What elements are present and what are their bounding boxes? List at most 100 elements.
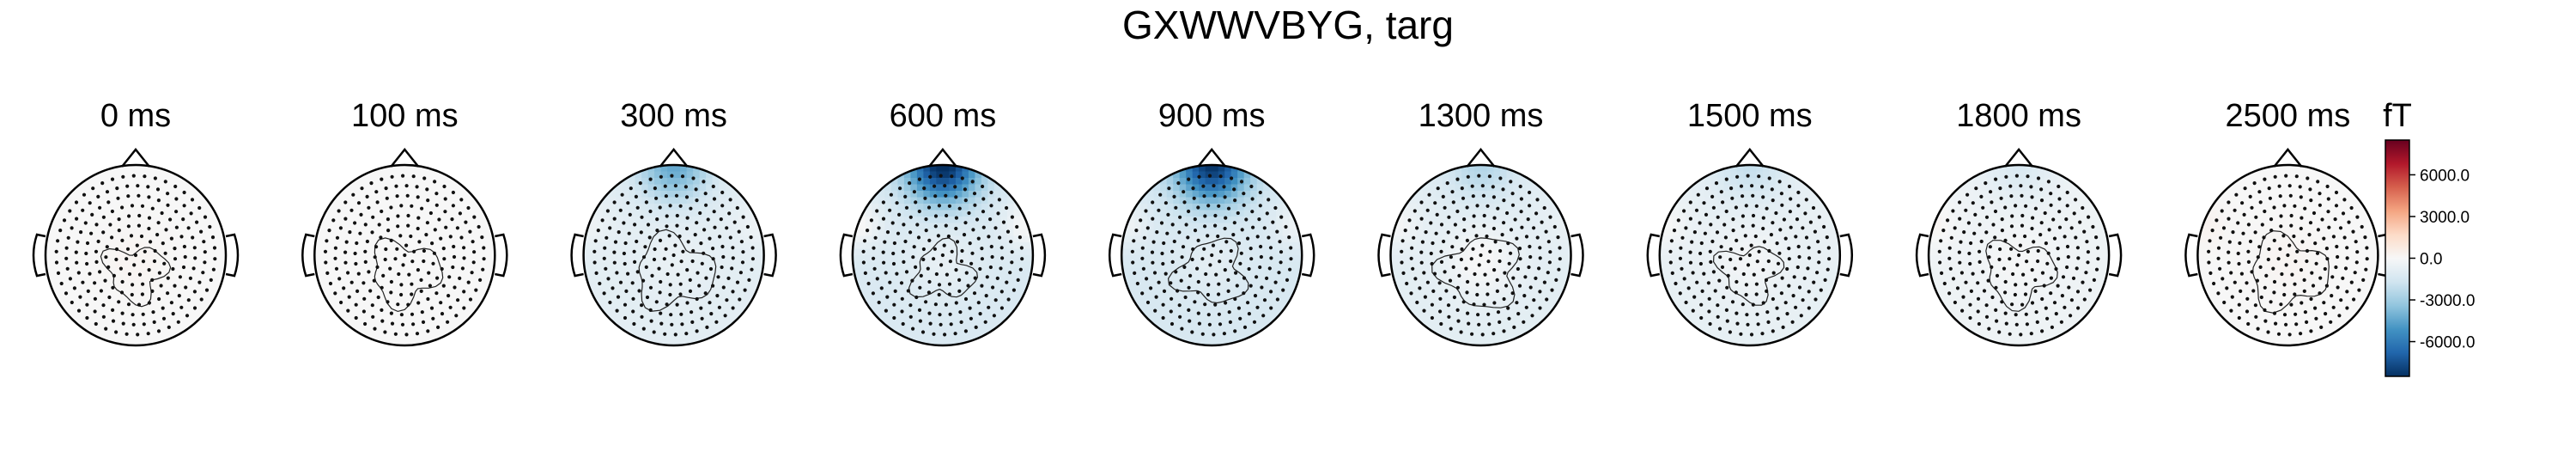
sensor (972, 291, 977, 296)
sensor (1974, 186, 1978, 191)
sensor (416, 195, 420, 199)
sensor (101, 230, 106, 235)
sensor (1811, 205, 1816, 211)
sensor (604, 266, 608, 271)
sensor (1744, 283, 1748, 287)
sensor (875, 209, 879, 213)
sensor (59, 281, 64, 286)
sensor (1425, 280, 1430, 284)
sensor (2318, 192, 2322, 196)
sensor (1455, 308, 1460, 312)
sensor (1242, 325, 1248, 329)
sensor (705, 325, 709, 329)
sensor (655, 217, 659, 222)
sensor (130, 204, 135, 208)
sensor (933, 194, 938, 198)
colorbar-tick-label: -3000.0 (2420, 292, 2475, 310)
sensor (1480, 333, 1485, 337)
sensor (131, 313, 135, 317)
sensor (1745, 313, 1749, 317)
sensor (101, 303, 106, 308)
sensor (2242, 212, 2246, 217)
sensor (1433, 201, 1437, 205)
sensor (137, 223, 141, 228)
sensor (1766, 259, 1771, 264)
sensor (2234, 192, 2239, 197)
sensor (623, 302, 628, 307)
sensor (1182, 190, 1186, 194)
sensor (1509, 180, 1513, 184)
sensor (398, 234, 403, 238)
sensor (1707, 309, 1711, 314)
sensor (399, 204, 404, 208)
sensor (702, 228, 707, 232)
sensor (1135, 281, 1139, 286)
sensor (2075, 246, 2080, 250)
sensor (1528, 204, 1532, 208)
sensor (2309, 329, 2313, 333)
sensor (380, 319, 385, 323)
sensor (2067, 285, 2071, 290)
sensor (1719, 190, 1723, 194)
sensor (150, 289, 155, 293)
sensor (1744, 292, 1748, 297)
sensor (1990, 295, 1995, 300)
sensor (1512, 325, 1516, 329)
sensor (121, 174, 125, 179)
sensor (2004, 174, 2008, 179)
sensor (1760, 332, 1765, 336)
sensor (2052, 301, 2057, 305)
sensor (644, 265, 648, 269)
sensor (147, 195, 151, 199)
sensor (155, 187, 161, 192)
head-outline (1120, 163, 1303, 347)
sensor (1423, 295, 1427, 299)
sensor (1159, 221, 1164, 225)
sensor (1469, 257, 1473, 261)
sensor (1774, 211, 1778, 216)
sensor (117, 217, 121, 222)
sensor (1001, 220, 1006, 224)
sensor (1407, 218, 1412, 223)
sensor (2280, 272, 2284, 277)
sensor (1191, 247, 1195, 252)
sensor (2008, 332, 2012, 336)
sensor (1162, 289, 1167, 293)
sensor (1455, 177, 1460, 181)
sensor (410, 292, 414, 296)
sensor (2075, 266, 2079, 271)
sensor (1217, 312, 1221, 316)
sensor (1447, 314, 1451, 319)
sensor (711, 247, 715, 251)
sensor (2293, 259, 2298, 264)
sensor (426, 296, 430, 302)
sensor (947, 292, 951, 296)
sensor (1755, 259, 1759, 264)
sensor (2276, 332, 2281, 336)
sensor (927, 311, 932, 315)
sensor (1976, 281, 1980, 285)
sensor (106, 265, 111, 269)
sensor (126, 302, 131, 307)
sensor (1723, 235, 1728, 240)
sensor (466, 280, 471, 284)
sensor (993, 226, 998, 230)
sensor (2036, 176, 2041, 180)
sensor (882, 260, 886, 265)
sensor (1775, 306, 1779, 310)
sensor (2033, 206, 2038, 211)
sensor (404, 333, 409, 337)
sensor (924, 217, 928, 222)
sensor (2302, 278, 2306, 282)
sensor (2345, 290, 2349, 294)
sensor (1441, 194, 1445, 198)
sensor (1978, 249, 1982, 253)
sensor (333, 256, 337, 260)
sensor (1169, 281, 1173, 285)
sensor (1262, 298, 1267, 302)
sensor (1501, 187, 1505, 192)
head-outline (582, 163, 765, 347)
sensor (1746, 322, 1750, 327)
sensor (370, 230, 374, 235)
sensor (2334, 190, 2339, 195)
